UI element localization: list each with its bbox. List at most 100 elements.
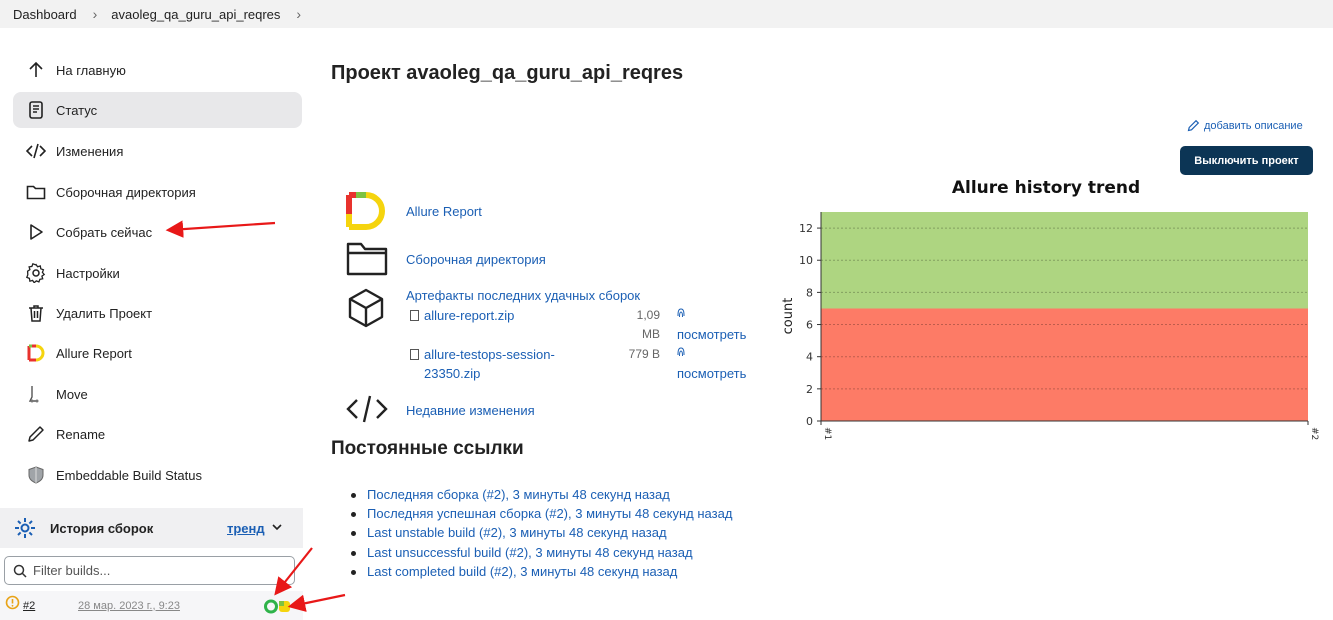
sidebar-item-build-now[interactable]: Собрать сейчас	[13, 214, 302, 250]
sidebar-item-label: Собрать сейчас	[56, 224, 153, 240]
breadcrumb: Dashboard › avaoleg_qa_guru_api_reqres ›	[0, 0, 1333, 28]
filter-builds[interactable]	[4, 556, 295, 585]
permalink-last-successful[interactable]: Последняя успешная сборка (#2), 3 минуты…	[367, 506, 733, 522]
allure-testops-icon[interactable]	[264, 599, 292, 614]
recent-changes-link[interactable]: Недавние изменения	[406, 403, 535, 418]
permalink-last-build[interactable]: Последняя сборка (#2), 3 минуты 48 секун…	[367, 487, 670, 502]
sidebar-item-label: Allure Report	[56, 345, 132, 361]
add-description-label: добавить описание	[1204, 119, 1303, 132]
permalinks-title: Постоянные ссылки	[331, 438, 524, 459]
search-icon	[13, 564, 27, 578]
series-area-1	[821, 212, 1308, 309]
play-icon	[25, 221, 47, 243]
chart-title: Allure history trend	[952, 178, 1140, 198]
build-number-link[interactable]: #2	[23, 599, 36, 612]
code-icon	[346, 395, 388, 423]
y-tick-label: 8	[806, 286, 813, 299]
trend-link[interactable]: тренд	[227, 520, 265, 536]
document-icon	[25, 99, 47, 121]
y-axis-label: count	[781, 298, 796, 335]
sidebar-item-embeddable-status[interactable]: Embeddable Build Status	[13, 457, 302, 493]
y-tick-label: 10	[799, 254, 813, 267]
list-item: Last unstable build (#2), 3 минуты 48 се…	[351, 525, 732, 544]
allure-report-link[interactable]: Allure Report	[406, 204, 482, 219]
artifact-size-unit: MB	[642, 327, 660, 341]
permalinks-list: Последняя сборка (#2), 3 минуты 48 секун…	[351, 487, 732, 583]
sidebar-item-home[interactable]: На главную	[13, 52, 302, 88]
artifact-link[interactable]: allure-testops-session-	[424, 347, 555, 362]
trash-icon	[25, 302, 47, 324]
sidebar-item-label: Удалить Проект	[56, 305, 153, 321]
artifact-size: 1,09 MB	[620, 306, 660, 344]
warning-status-icon	[5, 595, 20, 610]
file-icon	[410, 349, 419, 360]
list-item: Last unsuccessful build (#2), 3 минуты 4…	[351, 545, 732, 564]
artifact-size-value: 1,09	[636, 308, 660, 322]
sidebar-item-label: Сборочная директория	[56, 184, 196, 200]
pencil-icon	[25, 423, 47, 445]
sidebar-item-status[interactable]: Статус	[13, 92, 302, 128]
move-icon	[25, 383, 47, 405]
artifacts-link[interactable]: Артефакты последних удачных сборок	[406, 288, 641, 303]
y-tick-label: 0	[806, 415, 813, 428]
sidebar-item-label: Embeddable Build Status	[56, 467, 202, 483]
filter-builds-input[interactable]	[33, 563, 283, 578]
permalink-last-unsuccessful[interactable]: Last unsuccessful build (#2), 3 минуты 4…	[367, 544, 693, 560]
view-artifact-link[interactable]: посмотреть	[677, 366, 747, 381]
list-item: Last completed build (#2), 3 минуты 48 с…	[351, 564, 732, 583]
pencil-icon	[1187, 119, 1200, 132]
allure-history-trend-chart[interactable]: Allure history trend 0 2 4 6 8 10 12 #1 #2 count	[770, 170, 1330, 460]
sidebar-item-label: На главную	[56, 62, 126, 78]
sidebar-item-label: Rename	[56, 426, 106, 442]
build-row[interactable]: #2 28 мар. 2023 г., 9:23	[0, 591, 303, 620]
arrow-up-icon	[25, 59, 47, 81]
y-tick-label: 2	[806, 383, 813, 396]
chevron-down-icon[interactable]	[270, 520, 284, 534]
folder-icon	[346, 242, 388, 276]
sidebar-item-changes[interactable]: Изменения	[13, 133, 302, 169]
sidebar-item-delete[interactable]: Удалить Проект	[13, 295, 302, 331]
shield-icon	[25, 464, 47, 486]
permalink-last-completed[interactable]: Last completed build (#2), 3 минуты 48 с…	[367, 563, 678, 579]
disable-project-button[interactable]: Выключить проект	[1180, 146, 1313, 175]
view-artifact-link[interactable]: посмотреть	[677, 327, 747, 342]
sidebar-item-label: Настройки	[56, 265, 120, 281]
gear-icon	[25, 262, 47, 284]
y-tick-label: 4	[806, 351, 813, 364]
package-icon	[348, 288, 384, 328]
history-icon	[15, 518, 35, 538]
breadcrumb-project[interactable]: avaoleg_qa_guru_api_reqres	[111, 6, 281, 22]
artifact-link-continued[interactable]: 23350.zip	[424, 366, 481, 381]
permalink-last-unstable[interactable]: Last unstable build (#2), 3 минуты 48 се…	[367, 525, 667, 541]
fingerprint-icon[interactable]	[676, 306, 686, 319]
y-tick-label: 6	[806, 319, 813, 332]
page-title: Проект avaoleg_qa_guru_api_reqres	[331, 62, 684, 84]
x-tick-label: #1	[822, 427, 832, 440]
artifact-item[interactable]: allure-testops-session-	[410, 347, 555, 362]
breadcrumb-dashboard[interactable]: Dashboard	[13, 6, 77, 22]
code-icon	[25, 140, 47, 162]
sidebar-item-label: Move	[56, 386, 88, 402]
allure-icon	[25, 342, 47, 364]
breadcrumb-chevron-icon: ›	[92, 6, 98, 22]
workspace-link[interactable]: Сборочная директория	[406, 252, 546, 267]
breadcrumb-chevron-icon[interactable]: ›	[296, 6, 302, 22]
sidebar-item-settings[interactable]: Настройки	[13, 255, 302, 291]
sidebar-item-label: Статус	[56, 102, 98, 118]
allure-icon	[346, 192, 385, 230]
fingerprint-icon[interactable]	[676, 345, 686, 358]
artifact-item[interactable]: allure-report.zip	[410, 308, 514, 323]
sidebar-item-allure[interactable]: Allure Report	[13, 335, 302, 371]
build-date-link[interactable]: 28 мар. 2023 г., 9:23	[78, 599, 180, 612]
build-history-title: История сборок	[50, 520, 154, 536]
series-area-0	[821, 308, 1308, 421]
artifact-size-value: 779 B	[628, 347, 660, 361]
list-item: Последняя сборка (#2), 3 минуты 48 секун…	[351, 487, 732, 506]
sidebar-item-rename[interactable]: Rename	[13, 416, 302, 452]
list-item: Последняя успешная сборка (#2), 3 минуты…	[351, 506, 732, 525]
add-description-link[interactable]: добавить описание	[1187, 119, 1303, 132]
sidebar-item-workspace[interactable]: Сборочная директория	[13, 174, 302, 210]
y-tick-label: 12	[799, 222, 813, 235]
artifact-link[interactable]: allure-report.zip	[424, 308, 515, 323]
sidebar-item-move[interactable]: Move	[13, 376, 302, 412]
